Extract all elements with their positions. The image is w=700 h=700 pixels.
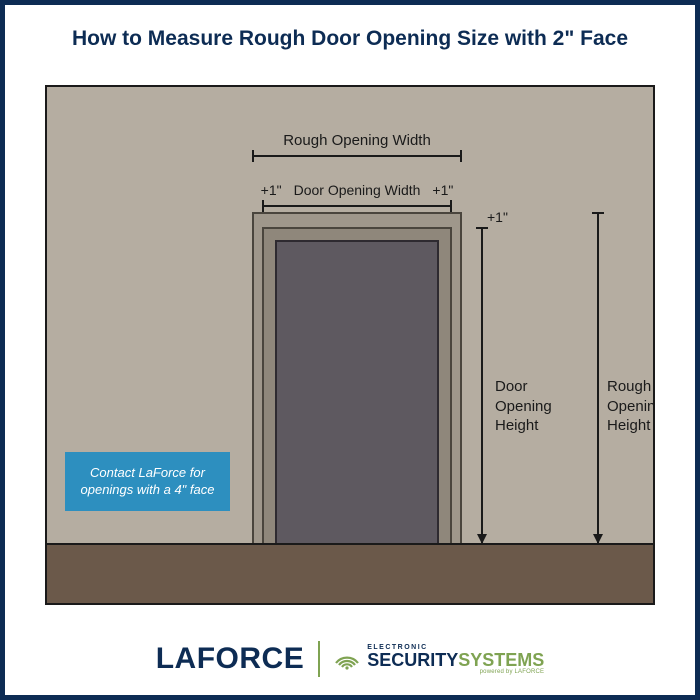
plus-one-right-top: +1" (432, 182, 453, 198)
page-title: How to Measure Rough Door Opening Size w… (5, 5, 695, 69)
footer-divider (318, 641, 320, 677)
wifi-icon (334, 648, 360, 670)
rough-width-label: Rough Opening Width (252, 132, 462, 149)
door-height-label: Door Opening Height (495, 377, 552, 436)
security-text: ELECTRONIC SECURITYSYSTEMS powered by LA… (367, 644, 544, 675)
laforce-logo: LAFORCE (156, 642, 305, 676)
door-width-bar (262, 205, 452, 207)
door-height-bar (481, 227, 483, 543)
plus-one-vertical: +1" (487, 209, 508, 225)
footer: LAFORCE ELECTRONIC SECURITYSYSTEMS power… (5, 641, 695, 677)
rough-width-bar (252, 155, 462, 157)
floor (47, 543, 653, 603)
rough-height-label: Rough Opening Height (607, 377, 655, 436)
security-systems-logo: ELECTRONIC SECURITYSYSTEMS powered by LA… (334, 644, 544, 675)
door-slab (275, 240, 439, 545)
outer-frame: How to Measure Rough Door Opening Size w… (0, 0, 700, 700)
rough-height-bar (597, 212, 599, 543)
door-width-label-group: +1" Door Opening Width +1" (227, 182, 487, 198)
door-width-label: Door Opening Width (294, 182, 421, 198)
floor-line (47, 543, 653, 545)
plus-one-left: +1" (261, 182, 282, 198)
contact-box: Contact LaForce for openings with a 4" f… (65, 452, 230, 511)
diagram: Rough Opening Width +1" Door Opening Wid… (45, 85, 655, 605)
